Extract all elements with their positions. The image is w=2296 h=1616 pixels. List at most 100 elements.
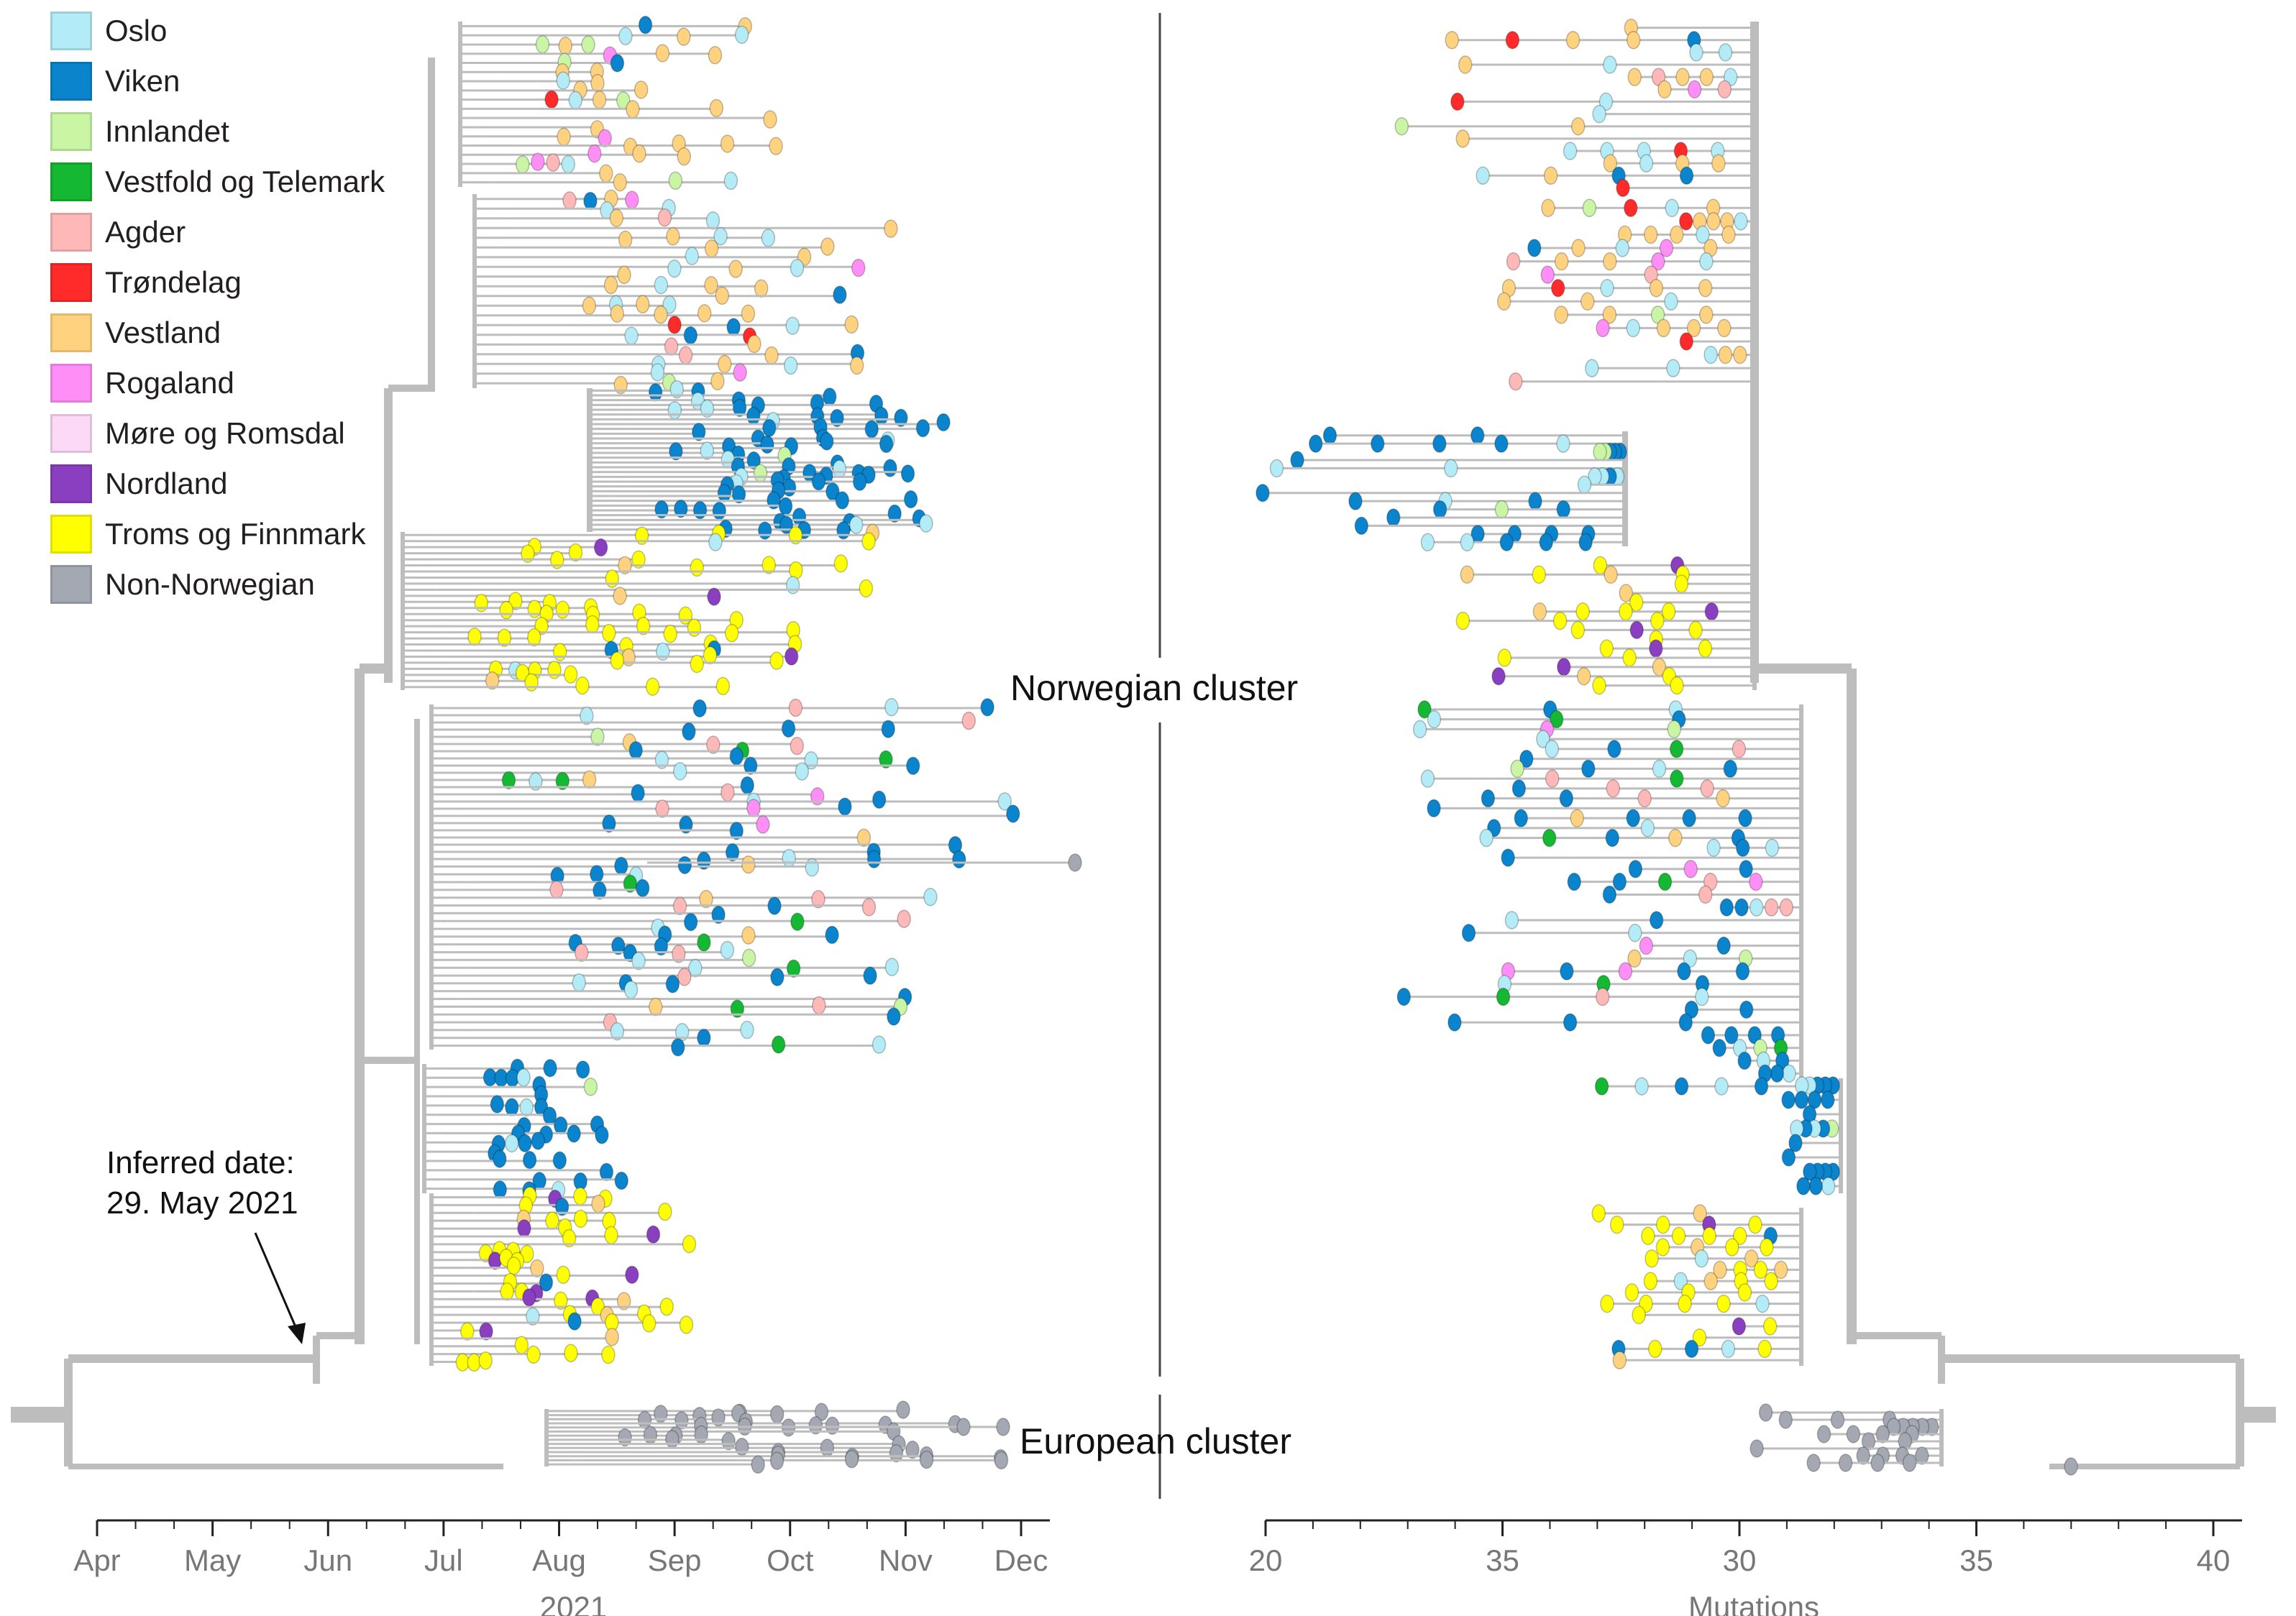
- tip-node: [864, 420, 879, 439]
- tip-node: [825, 925, 839, 945]
- tip-node: [592, 90, 607, 109]
- tip-node: [1673, 1272, 1688, 1290]
- tip-node: [769, 137, 783, 155]
- tip-node: [894, 408, 908, 428]
- tip-node: [1659, 239, 1674, 257]
- tip-node: [1764, 898, 1779, 917]
- tip-node: [724, 623, 739, 643]
- tip-node: [1624, 198, 1638, 218]
- tip-node: [1494, 500, 1509, 519]
- tip-node: [1821, 1177, 1836, 1195]
- tip-node: [601, 1345, 616, 1364]
- tip-node: [1781, 1148, 1796, 1167]
- tip-node: [1455, 129, 1470, 148]
- tip-node: [1670, 769, 1684, 788]
- tip-node: [1732, 345, 1747, 364]
- tip-node: [460, 1322, 475, 1341]
- tip-node: [493, 1180, 508, 1199]
- tip-node: [1830, 1410, 1845, 1429]
- tip-node: [526, 1345, 541, 1364]
- tip-node: [599, 164, 613, 183]
- tip-node: [769, 1405, 785, 1424]
- tip-node: [740, 1020, 754, 1039]
- tip-node: [593, 538, 608, 557]
- tip-node: [490, 1095, 505, 1114]
- tip-node: [1532, 602, 1547, 621]
- tip-node: [1603, 55, 1617, 74]
- tip-node: [1624, 1283, 1639, 1302]
- tip-node: [744, 756, 758, 775]
- tip-node: [1554, 306, 1568, 324]
- tip-node: [1875, 1425, 1890, 1443]
- tip-node: [1628, 860, 1643, 878]
- tip-node: [1821, 1091, 1835, 1109]
- tip-node: [1641, 1226, 1655, 1246]
- tip-node: [1734, 898, 1749, 917]
- tip-node: [811, 890, 825, 909]
- tip-node: [613, 173, 628, 192]
- tip-node: [602, 623, 616, 643]
- tip-node: [1760, 1238, 1774, 1257]
- tip-node: [1674, 574, 1689, 593]
- inferred-date-line1: Inferred date:: [106, 1145, 295, 1180]
- tip-node: [526, 1307, 540, 1326]
- tip-node: [564, 1344, 578, 1362]
- tip-node: [849, 356, 864, 375]
- tip-node: [1560, 962, 1574, 981]
- legend-label: Nordland: [105, 467, 228, 500]
- tip-node: [1739, 1000, 1754, 1019]
- tip-node: [1803, 1162, 1817, 1181]
- tip-node: [687, 618, 702, 637]
- tip-node: [1683, 860, 1698, 878]
- tip-node: [1563, 142, 1578, 160]
- tip-node: [1556, 500, 1570, 519]
- tip-node: [628, 740, 643, 760]
- tip-node: [851, 258, 866, 277]
- tip-node: [519, 1098, 534, 1117]
- tip-node: [1420, 533, 1435, 552]
- tip-node: [558, 37, 573, 55]
- tip-node: [760, 435, 774, 454]
- tip-node: [1656, 1215, 1670, 1234]
- tip-node: [1686, 318, 1701, 338]
- tip-node: [712, 501, 727, 520]
- tip-node: [761, 556, 777, 574]
- legend-label: Innlandet: [105, 114, 229, 148]
- tip-node: [715, 286, 730, 305]
- legend-label: Non-Norwegian: [105, 567, 315, 601]
- tip-node: [1717, 80, 1732, 99]
- legend-label: Troms og Finnmark: [105, 517, 366, 551]
- tip-node: [552, 1151, 567, 1170]
- tip-node: [599, 1162, 614, 1182]
- tip-node: [740, 776, 755, 795]
- tip-node: [1664, 292, 1678, 311]
- tip-node: [529, 772, 543, 791]
- tip-node: [1481, 789, 1496, 808]
- legend-label: Agder: [105, 215, 186, 249]
- tip-node: [1679, 332, 1694, 351]
- tip-node: [1713, 1260, 1727, 1280]
- tip-node: [720, 134, 735, 153]
- tip-node: [1683, 949, 1698, 968]
- tip-node: [654, 500, 669, 519]
- tip-node: [859, 579, 874, 598]
- tip-node: [1575, 602, 1590, 621]
- tip-node: [1688, 620, 1703, 640]
- tip-node: [1693, 1204, 1707, 1223]
- tip-node: [1496, 987, 1511, 1006]
- tip-node: [1724, 1238, 1739, 1257]
- tip-node: [1550, 278, 1565, 298]
- tip-node: [613, 375, 628, 395]
- tip-node: [699, 889, 713, 909]
- tip-node: [711, 1408, 726, 1427]
- legend-label: Rogaland: [105, 366, 234, 400]
- tip-node: [1721, 1339, 1736, 1359]
- tip-node: [1640, 819, 1655, 837]
- tip-node: [1639, 936, 1654, 955]
- tip-node: [549, 880, 564, 899]
- tip-node: [1737, 1051, 1752, 1070]
- tip-node: [1716, 936, 1731, 955]
- tip-node: [785, 576, 800, 594]
- tip-node: [508, 592, 523, 610]
